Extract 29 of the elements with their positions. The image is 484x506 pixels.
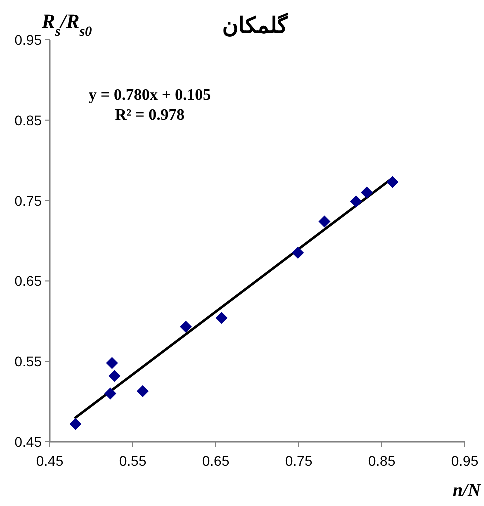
- x-tick-label: 0.85: [368, 453, 396, 469]
- x-tick-label: 0.45: [36, 453, 64, 469]
- annotation: R² = 0.978: [115, 107, 185, 124]
- point: [136, 385, 149, 398]
- point: [106, 357, 118, 370]
- point: [318, 216, 331, 228]
- y-tick-label: 0.65: [14, 273, 42, 290]
- point: [108, 370, 121, 382]
- point: [386, 176, 399, 188]
- point: [361, 186, 374, 199]
- y-axis-title: R$_{s}$/R$_{s0}$: [41, 11, 92, 40]
- chart-title: گلمکان: [222, 12, 288, 38]
- point: [292, 247, 304, 260]
- y-tick-label: 0.55: [14, 354, 42, 370]
- point: [180, 321, 192, 334]
- y-tick-label: 0.45: [14, 434, 42, 450]
- y-tick-label: 0.75: [14, 192, 42, 209]
- point: [350, 196, 362, 208]
- y-tick-label: 0.95: [14, 32, 42, 48]
- y-tick-label: 0.85: [14, 112, 42, 128]
- x-tick-label: 0.65: [202, 453, 230, 469]
- point: [216, 312, 228, 324]
- annotation: y = 0.780x + 0.105: [88, 87, 212, 104]
- x-tick-label: 0.55: [119, 453, 147, 469]
- point: [104, 388, 117, 400]
- x-tick-label: 0.75: [285, 453, 313, 469]
- point: [70, 418, 82, 430]
- x-axis-title: n/N: [452, 480, 482, 500]
- x-tick-label: 0.95: [451, 453, 479, 469]
